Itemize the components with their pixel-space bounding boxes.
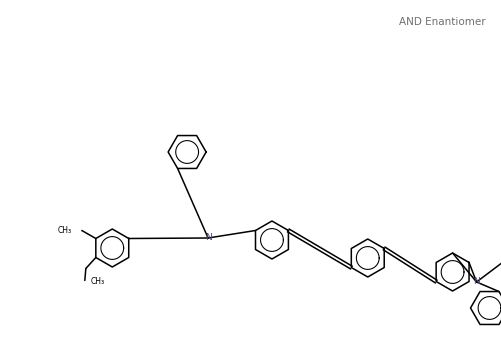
Text: N: N: [473, 277, 480, 286]
Text: CH₃: CH₃: [91, 277, 105, 286]
Text: N: N: [205, 234, 211, 243]
Text: CH₃: CH₃: [58, 226, 72, 235]
Text: AND Enantiomer: AND Enantiomer: [399, 17, 485, 27]
